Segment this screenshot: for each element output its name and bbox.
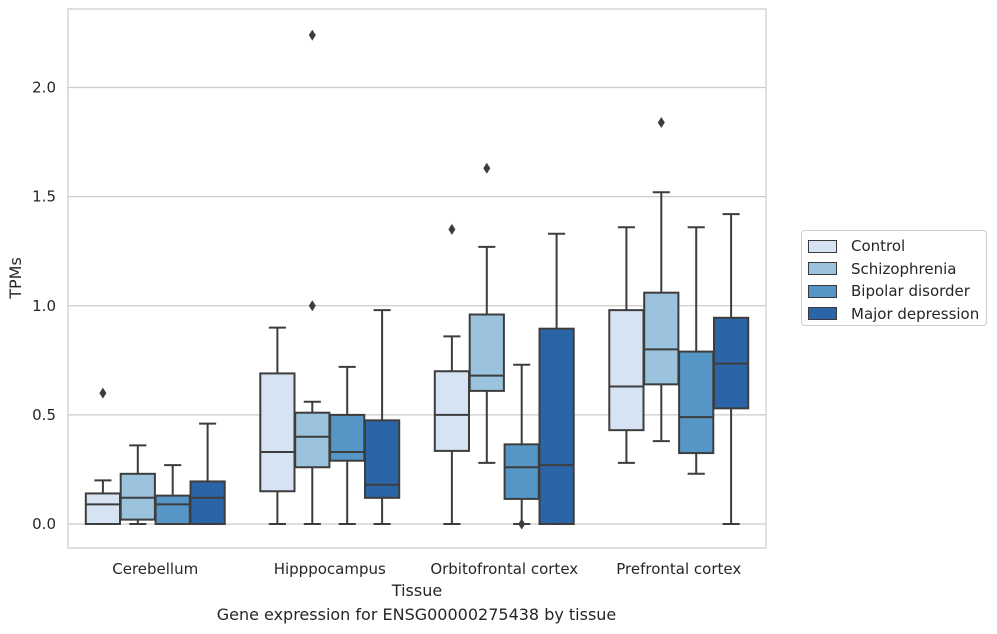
box-bipolar-disorder (503, 363, 540, 530)
legend-swatch-bipolar-disorder (808, 284, 837, 298)
box-bipolar-disorder (154, 464, 191, 525)
box-iqr (154, 494, 191, 525)
box-major-depression (538, 232, 575, 525)
chart-caption: Gene expression for ENSG00000275438 by t… (216, 605, 617, 624)
legend-item-schizophrenia: Schizophrenia (808, 258, 986, 281)
x-axis-label: Tissue (391, 581, 442, 600)
box-control (84, 387, 122, 525)
outlier-point (308, 300, 316, 312)
box-iqr (538, 327, 575, 525)
box-iqr (294, 411, 331, 469)
box-iqr (189, 480, 226, 525)
plot-frame (67, 8, 767, 549)
box-schizophrenia (119, 444, 156, 525)
box-iqr (678, 350, 715, 455)
box-major-depression (712, 213, 750, 525)
box-bipolar-disorder (678, 226, 715, 475)
x-tick-label: Orbitofrontal cortex (430, 560, 578, 578)
y-tick-label: 0.0 (32, 515, 56, 533)
box-major-depression (363, 309, 401, 525)
boxes (84, 29, 750, 530)
legend-label-bipolar-disorder: Bipolar disorder (851, 282, 970, 301)
box-iqr (503, 443, 540, 500)
box-plot-chart: 0.0 0.5 1.0 1.5 2.0 Cerebellum Hipppocampus Or… (6, 8, 767, 600)
legend: Control Schizophrenia Bipolar disorder M… (801, 230, 987, 326)
box-major-depression (189, 422, 226, 525)
box-schizophrenia (294, 29, 331, 525)
box-control (608, 226, 645, 464)
legend-swatch-major-depression (808, 307, 837, 321)
outlier-point (657, 116, 665, 128)
box-iqr (84, 492, 122, 525)
y-tick-label: 0.5 (32, 406, 56, 424)
box-iqr (119, 472, 156, 521)
legend-label-control: Control (851, 237, 906, 256)
box-schizophrenia (468, 162, 505, 464)
box-iqr (363, 419, 401, 499)
box-bipolar-disorder (329, 365, 366, 525)
outlier-point (483, 162, 491, 174)
legend-swatch-schizophrenia (808, 262, 837, 276)
box-schizophrenia (643, 116, 680, 443)
box-control (433, 223, 471, 525)
legend-label-major-depression: Major depression (851, 304, 980, 323)
outlier-point (518, 518, 526, 530)
plot-area (68, 9, 766, 548)
x-tick-label: Prefrontal cortex (616, 560, 741, 578)
legend-swatch-control (808, 239, 837, 253)
box-iqr (643, 291, 680, 386)
outlier-point (308, 29, 316, 41)
y-tick-label: 2.0 (32, 79, 56, 97)
outlier-point (99, 387, 107, 399)
legend-item-bipolar-disorder: Bipolar disorder (808, 280, 986, 303)
outlier-point (448, 223, 456, 235)
x-tick-label: Cerebellum (112, 560, 198, 578)
legend-item-major-depression: Major depression (808, 303, 986, 326)
y-tick-label: 1.0 (32, 297, 56, 315)
box-iqr (433, 370, 471, 452)
box-iqr (468, 313, 505, 392)
box-iqr (259, 372, 296, 493)
x-tick-label: Hipppocampus (274, 560, 386, 578)
box-control (259, 326, 296, 525)
legend-item-control: Control (808, 235, 986, 258)
y-tick-label: 1.5 (32, 188, 56, 206)
box-iqr (608, 309, 645, 432)
y-axis-label: TPMs (6, 257, 25, 300)
y-ticks: 0.0 0.5 1.0 1.5 2.0 (32, 79, 56, 533)
box-iqr (329, 413, 366, 462)
legend-label-schizophrenia: Schizophrenia (851, 259, 957, 278)
x-ticks: Cerebellum Hipppocampus Orbitofrontal cort… (112, 560, 741, 578)
